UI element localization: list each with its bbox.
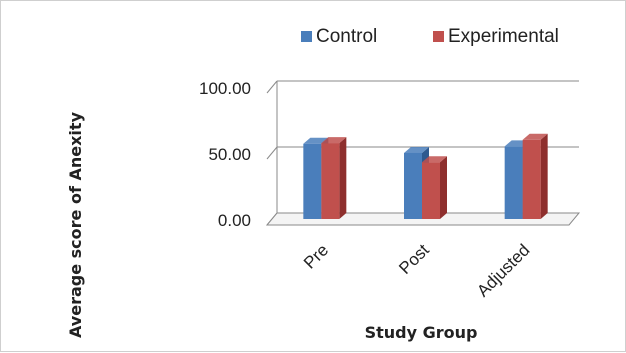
bar-top xyxy=(422,156,447,163)
gridline-depth xyxy=(266,80,278,94)
chart-bars xyxy=(303,133,548,219)
y-tick-label: 100.00 xyxy=(199,79,251,98)
bar-side xyxy=(440,156,447,219)
bar-top xyxy=(522,133,548,140)
legend-item-control: Control xyxy=(301,26,377,47)
x-tick-label: Post xyxy=(395,240,433,278)
bar-top xyxy=(404,146,429,153)
x-axis-ticks: Pre Post Adjusted xyxy=(300,240,533,300)
x-tick-label: Pre xyxy=(300,240,332,272)
gridline-depth xyxy=(266,146,278,160)
bar-experimental-post xyxy=(422,156,447,219)
bar-front xyxy=(504,146,523,219)
legend-swatch xyxy=(433,31,444,42)
bar-side xyxy=(540,133,548,219)
bar-top xyxy=(321,137,347,144)
y-axis-ticks: 0.00 50.00 100.00 xyxy=(199,79,251,230)
bar-top xyxy=(303,137,329,144)
legend-item-experimental: Experimental xyxy=(433,26,559,47)
bar-side xyxy=(339,137,347,219)
y-tick-label: 0.00 xyxy=(218,211,251,230)
bar-experimental-adjusted xyxy=(522,133,548,219)
x-axis-title: Study Group xyxy=(365,323,478,342)
legend-label: Control xyxy=(316,26,377,47)
legend-label: Experimental xyxy=(448,26,559,47)
bar-experimental-pre xyxy=(321,137,347,219)
x-tick-label: Adjusted xyxy=(473,240,533,300)
bar-front xyxy=(303,143,322,219)
legend-swatch xyxy=(301,31,312,42)
bar-front xyxy=(321,143,340,219)
chart-legend: Control Experimental xyxy=(301,26,559,47)
bar-front xyxy=(522,139,541,219)
y-tick-label: 50.00 xyxy=(208,145,251,164)
bar-front xyxy=(422,162,440,219)
bar-front xyxy=(404,152,422,219)
y-axis-title: Average score of Anexity xyxy=(66,111,85,338)
